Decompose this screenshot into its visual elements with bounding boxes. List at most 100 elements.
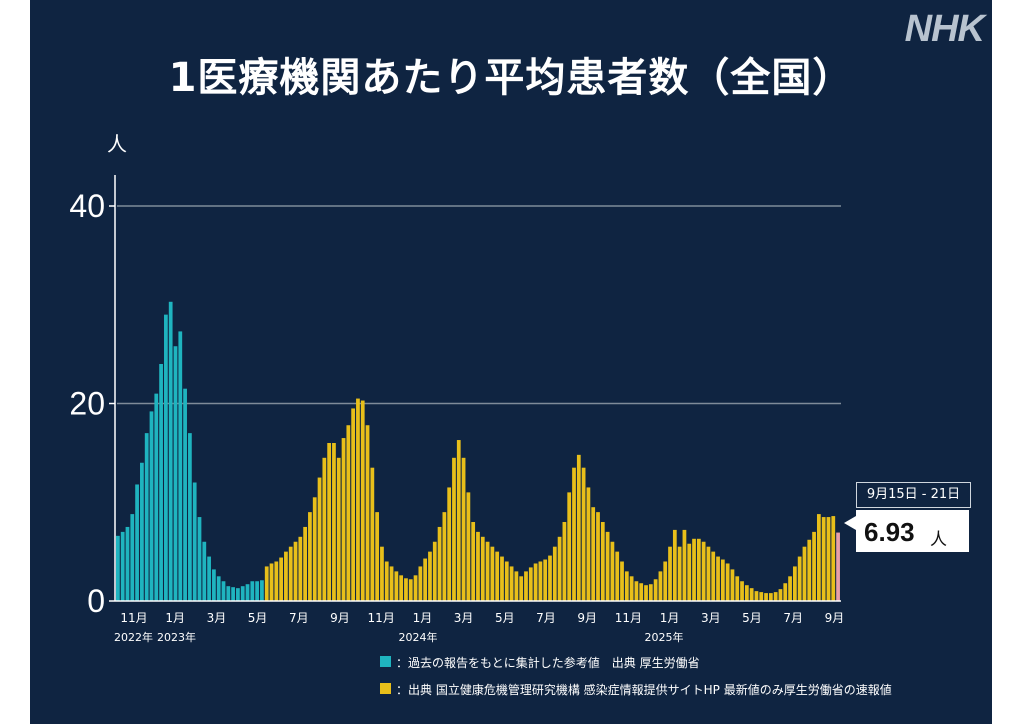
bar-current bbox=[548, 555, 552, 601]
bar-current bbox=[816, 514, 821, 601]
bar-historical bbox=[250, 581, 255, 601]
bar-current bbox=[332, 443, 336, 601]
bar-current bbox=[365, 425, 370, 601]
bar-historical bbox=[116, 535, 120, 601]
bar-current bbox=[447, 487, 452, 601]
bar-current bbox=[466, 492, 471, 602]
x-tick-label: 9月 bbox=[825, 611, 845, 625]
bar-chart: 0 20 40 11月 1月 3月 5月 7月 9月 11月 1月 3月 5月 7月 9月 11月 1月 3月 5月… bbox=[69, 175, 845, 644]
bar-current bbox=[504, 561, 509, 601]
bar-current bbox=[312, 497, 317, 601]
legend-swatch-current bbox=[380, 683, 391, 694]
bar-current bbox=[428, 551, 432, 602]
latest-value-callout: 6.93 人 bbox=[856, 510, 969, 552]
bar-current bbox=[600, 522, 605, 601]
bar-current bbox=[413, 575, 418, 601]
bar-historical bbox=[221, 581, 226, 601]
bar-current bbox=[509, 566, 514, 601]
bar-historical bbox=[207, 556, 211, 601]
bar-current bbox=[533, 563, 538, 601]
bar-historical bbox=[192, 482, 197, 601]
x-tick-label: 7月 bbox=[536, 611, 556, 625]
legend-label-current: ：出典 国立健康危機管理研究機構 感染症情報提供サイトHP 最新値のみ厚生労働省… bbox=[396, 683, 892, 697]
bar-historical bbox=[240, 586, 245, 601]
bar-current bbox=[672, 529, 677, 601]
bar-current bbox=[490, 546, 495, 601]
bar-current bbox=[663, 561, 668, 601]
bar-current bbox=[557, 536, 562, 601]
chart-panel: 1医療機関あたり平均患者数（全国） NHK 人 0 20 40 11月 1月 3月 5月 7月… bbox=[30, 0, 992, 724]
bar-historical bbox=[120, 531, 125, 602]
bar-historical bbox=[216, 576, 221, 601]
bar-current bbox=[476, 531, 480, 602]
bar-current bbox=[783, 583, 788, 601]
bar-historical bbox=[144, 433, 149, 602]
year-label: 2022年 bbox=[114, 630, 153, 644]
bar-current bbox=[768, 593, 773, 601]
bar-historical bbox=[159, 364, 163, 601]
bar-current bbox=[802, 546, 807, 601]
x-tick-label: 3月 bbox=[701, 611, 721, 625]
bar-current bbox=[812, 531, 816, 602]
x-tick-label: 7月 bbox=[289, 611, 309, 625]
bar-current bbox=[346, 425, 351, 601]
bar-current bbox=[274, 561, 279, 601]
bar-current bbox=[452, 457, 456, 601]
bar-current bbox=[682, 529, 687, 601]
bar-current bbox=[514, 571, 519, 602]
bar-current bbox=[596, 512, 600, 602]
bar-current bbox=[764, 593, 768, 601]
bar-historical bbox=[188, 433, 192, 602]
nhk-logo: NHK bbox=[904, 8, 985, 50]
bar-current bbox=[370, 467, 375, 601]
bar-current bbox=[687, 543, 692, 601]
bar-latest bbox=[836, 532, 840, 601]
x-tick-label: 5月 bbox=[742, 611, 762, 625]
legend-swatch-historical bbox=[380, 656, 391, 667]
y-axis-unit: 人 bbox=[107, 132, 127, 156]
bar-current bbox=[610, 541, 615, 601]
bar-current bbox=[423, 558, 428, 601]
bar-current bbox=[744, 585, 749, 601]
bar-current bbox=[308, 512, 312, 602]
x-tick-label: 3月 bbox=[454, 611, 474, 625]
year-label: 2024年 bbox=[399, 630, 438, 644]
bar-current bbox=[653, 579, 658, 601]
bar-historical bbox=[245, 584, 250, 601]
year-label: 2023年 bbox=[157, 630, 196, 644]
bar-current bbox=[279, 557, 283, 601]
bar-current bbox=[356, 398, 360, 601]
bar-current bbox=[317, 477, 322, 601]
bar-current bbox=[524, 571, 528, 602]
bar-current bbox=[639, 583, 644, 601]
bar-current bbox=[528, 567, 533, 601]
bar-current bbox=[677, 546, 682, 601]
bar-current bbox=[298, 536, 303, 601]
bar-current bbox=[605, 531, 610, 602]
bar-historical bbox=[130, 514, 135, 601]
bar-current bbox=[725, 563, 730, 601]
bar-current bbox=[408, 579, 413, 601]
bar-current bbox=[404, 578, 408, 601]
bar-current bbox=[288, 546, 293, 601]
bar-current bbox=[394, 571, 399, 602]
bar-current bbox=[375, 512, 380, 602]
bar-current bbox=[778, 589, 783, 601]
bar-current bbox=[543, 559, 548, 601]
bar-current bbox=[360, 400, 365, 601]
bar-current bbox=[480, 536, 485, 601]
x-tick-label: 1月 bbox=[165, 611, 185, 625]
x-tick-label: 5月 bbox=[248, 611, 268, 625]
bar-current bbox=[831, 516, 836, 601]
bar-current bbox=[384, 561, 389, 601]
x-tick-label: 11月 bbox=[120, 611, 147, 625]
x-tick-label: 5月 bbox=[495, 611, 515, 625]
callout-pointer bbox=[844, 516, 856, 530]
bar-current bbox=[418, 566, 423, 601]
x-tick-label: 3月 bbox=[207, 611, 227, 625]
bar-current bbox=[552, 546, 557, 601]
bar-historical bbox=[197, 517, 202, 601]
bar-current bbox=[620, 561, 624, 601]
year-label: 2025年 bbox=[645, 630, 684, 644]
bar-historical bbox=[231, 587, 235, 601]
